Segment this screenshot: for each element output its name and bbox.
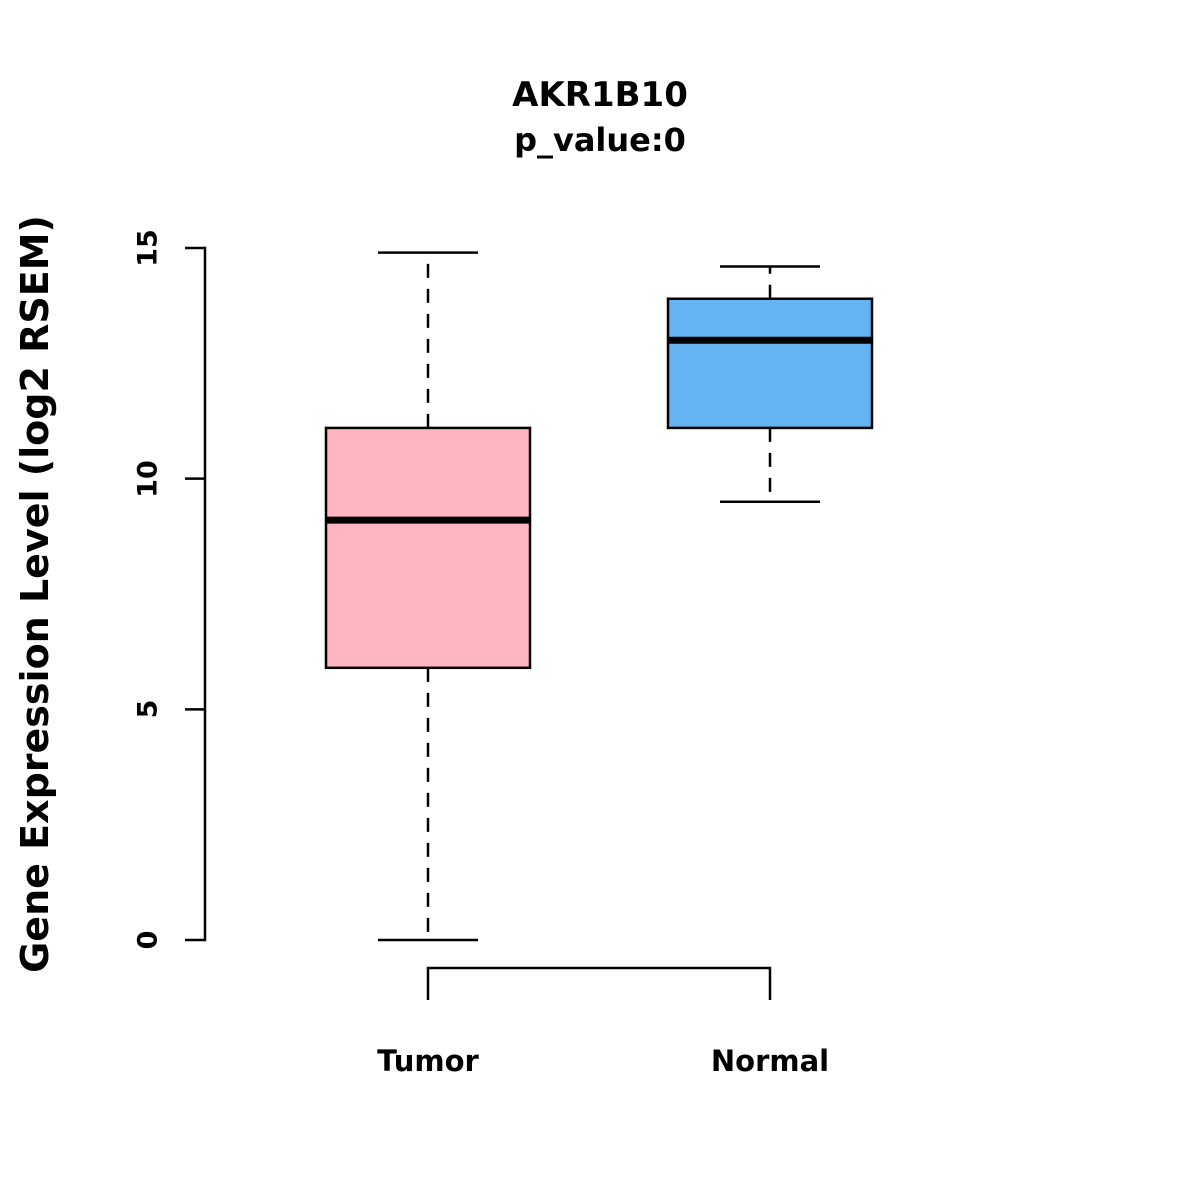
x-category-label-normal: Normal: [710, 1044, 830, 1078]
y-tick-label-15: 15: [132, 229, 164, 267]
y-tick-label-10: 10: [132, 460, 164, 498]
chart-subtitle: p_value:0: [514, 121, 686, 159]
box-normal: [666, 297, 874, 430]
box-tumor: [324, 426, 532, 670]
x-axis-bracket: [426, 966, 772, 1000]
y-axis-title: Gene Expression Level (log2 RSEM): [13, 215, 57, 973]
chart-title: AKR1B10: [512, 75, 688, 115]
x-category-label-tumor: Tumor: [377, 1044, 479, 1078]
y-tick-label-0: 0: [132, 930, 164, 950]
y-tick-label-5: 5: [132, 699, 164, 719]
